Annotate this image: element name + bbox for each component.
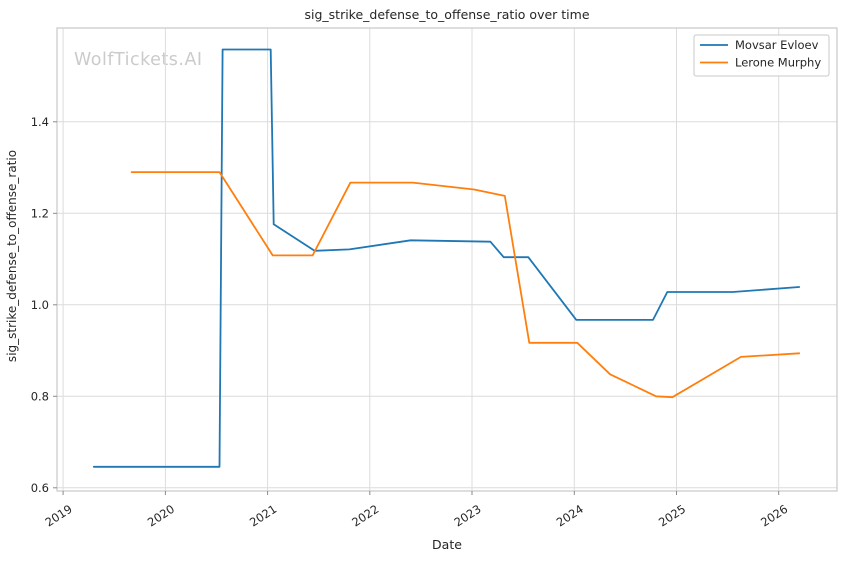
y-tick-label-0.6: 0.6 <box>31 481 49 495</box>
x-tick-label-2025: 2025 <box>656 502 688 530</box>
x-tick-label-2022: 2022 <box>349 502 381 530</box>
x-axis-label: Date <box>432 537 462 552</box>
x-tick-label-2019: 2019 <box>43 502 75 530</box>
series-line-movsar-evloev <box>92 48 801 468</box>
y-tick-label-1.0: 1.0 <box>31 298 49 312</box>
legend-label-movsar-evloev: Movsar Evloev <box>735 38 819 52</box>
y-tick-label-1.4: 1.4 <box>31 115 49 129</box>
legend: Movsar Evloev Lerone Murphy <box>693 34 830 77</box>
plot-border <box>56 27 838 492</box>
x-tick-label-2026: 2026 <box>758 502 790 530</box>
x-tick-label-2023: 2023 <box>451 502 483 530</box>
legend-label-lerone-murphy: Lerone Murphy <box>735 56 821 70</box>
y-tick-label-1.2: 1.2 <box>31 206 49 220</box>
x-tick-label-2020: 2020 <box>145 502 177 530</box>
watermark-text: WolfTickets.AI <box>74 50 203 70</box>
x-tick-label-2021: 2021 <box>247 502 279 530</box>
y-tick-label-0.8: 0.8 <box>31 389 49 403</box>
series-line-lerone-murphy <box>130 171 801 399</box>
chart-title: sig_strike_defense_to_offense_ratio over… <box>304 7 589 22</box>
y-axis-label: sig_strike_defense_to_offense_ratio <box>5 150 19 362</box>
x-tick-label-2024: 2024 <box>554 502 586 530</box>
